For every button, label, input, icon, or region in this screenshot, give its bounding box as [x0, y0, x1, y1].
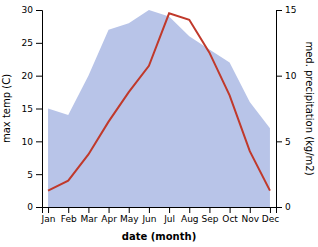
tick: May — [120, 207, 139, 224]
tick-mark — [36, 207, 42, 208]
tick: 10 — [22, 137, 42, 147]
tick-label: Sep — [201, 214, 218, 224]
tick-mark — [36, 141, 42, 142]
tick-label: Jun — [141, 214, 156, 224]
tick-label: Oct — [222, 214, 238, 224]
tick: 10 — [276, 71, 297, 81]
tick-label: Mar — [80, 214, 97, 224]
tick-label: Jan — [41, 214, 56, 224]
tick: Feb — [61, 207, 77, 224]
tick: Mar — [80, 207, 97, 224]
tick-label: May — [120, 214, 139, 224]
axis-line — [277, 11, 283, 208]
tick: 15 — [276, 5, 296, 15]
tick-mark — [209, 207, 210, 213]
tick: 0 — [27, 202, 42, 212]
tick-label: 15 — [22, 104, 33, 114]
tick-mark — [129, 207, 130, 213]
tick-mark — [36, 43, 42, 44]
tick-label: Jul — [163, 214, 175, 224]
marks — [48, 10, 270, 207]
tick-label: 0 — [27, 202, 33, 212]
tick-label: 10 — [22, 137, 34, 147]
tick-mark — [36, 174, 42, 175]
tick-mark — [36, 10, 42, 11]
tick-mark — [36, 109, 42, 110]
tick-label: Apr — [101, 214, 117, 224]
y2-axis: 0 5 10 15 — [276, 5, 297, 212]
tick: 30 — [22, 5, 42, 15]
tick-mark — [230, 207, 231, 213]
axis-line — [43, 208, 277, 214]
axis-line — [36, 11, 43, 208]
tick: Apr — [101, 207, 117, 224]
tick-label: 10 — [285, 71, 297, 81]
x-axis-title: date (month) — [122, 231, 196, 242]
tick-label: 30 — [22, 5, 34, 15]
tick: Dec — [262, 207, 279, 224]
tick: Oct — [222, 207, 238, 224]
tick: Sep — [201, 207, 218, 224]
tick: Nov — [241, 207, 259, 224]
tick-mark — [68, 207, 69, 213]
tick: Jun — [141, 207, 156, 224]
tick-mark — [250, 207, 251, 213]
tick-mark — [48, 207, 49, 213]
y-axis-title: max temp (C) — [1, 74, 12, 143]
plot: Jan FebMar AprMayJun Jul AugSep OctNovDec 0 5 10… — [1, 5, 315, 242]
x-axis: Jan FebMar AprMayJun Jul AugSep OctNovDec — [41, 207, 280, 224]
tick-mark — [36, 76, 42, 77]
tick-label: Nov — [241, 214, 259, 224]
tick: 15 — [22, 104, 42, 114]
tick-label: 5 — [27, 170, 33, 180]
tick-mark — [276, 141, 282, 142]
tick: Aug — [181, 207, 199, 224]
tick-label: 15 — [285, 5, 296, 15]
tick: 0 — [276, 202, 291, 212]
tick-label: 20 — [22, 71, 34, 81]
area — [48, 10, 270, 207]
tick-label: 0 — [285, 202, 291, 212]
tick-label: Aug — [181, 214, 199, 224]
tick: Jan — [41, 207, 56, 224]
tick-mark — [149, 207, 150, 213]
tick: Jul — [163, 207, 175, 224]
tick-mark — [88, 207, 89, 213]
chart: Jan FebMar AprMayJun Jul AugSep OctNovDec 0 5 10… — [0, 0, 318, 247]
tick: 25 — [22, 38, 42, 48]
tick-label: 5 — [285, 137, 291, 147]
tick-mark — [276, 10, 282, 11]
tick-label: 25 — [22, 38, 33, 48]
tick: 5 — [27, 170, 42, 180]
line — [48, 13, 270, 190]
tick-mark — [270, 207, 271, 213]
tick-mark — [189, 207, 190, 213]
tick-mark — [169, 207, 170, 213]
tick-mark — [109, 207, 110, 213]
tick-label: Dec — [262, 214, 279, 224]
tick-label: Feb — [61, 214, 77, 224]
tick: 5 — [276, 137, 291, 147]
tick-mark — [276, 76, 282, 77]
y2-axis-title: med. precipitation (kg/m2) — [304, 41, 315, 175]
tick-mark — [276, 207, 282, 208]
tick: 20 — [22, 71, 42, 81]
y-axis: 0 5 10 15 20 25 30 — [22, 5, 43, 212]
